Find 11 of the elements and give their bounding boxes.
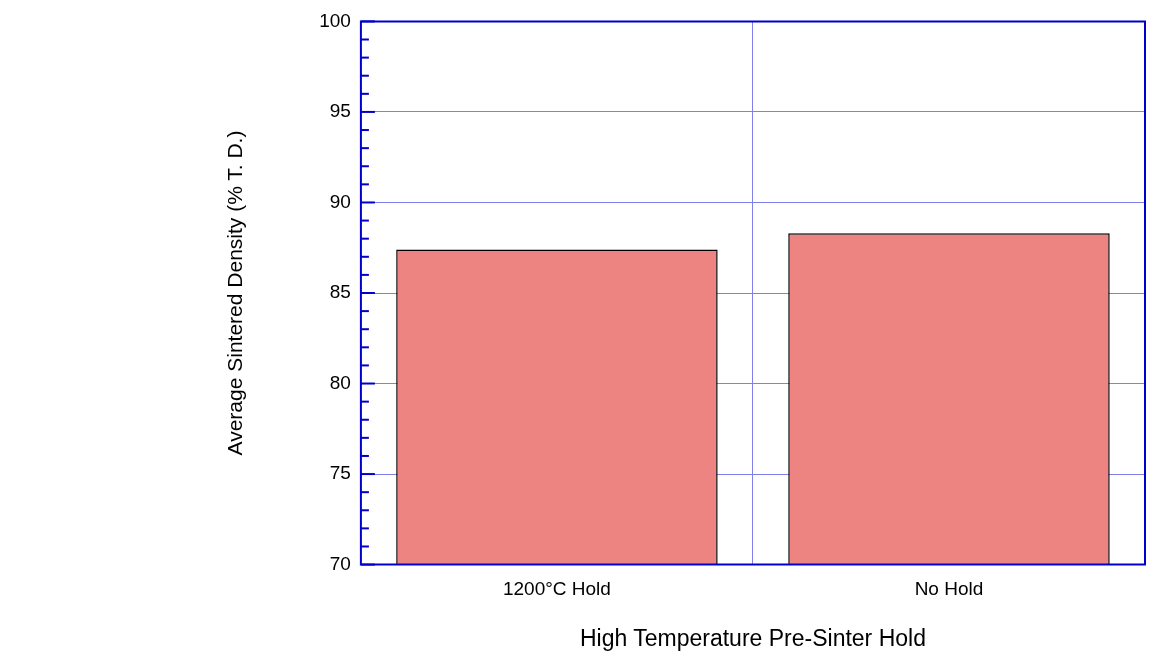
x-tick-label: No Hold: [914, 578, 984, 600]
y-tick-label: 70: [329, 552, 351, 574]
y-axis-title: Average Sintered Density (% T. D.): [223, 130, 247, 456]
y-tick-label: 85: [329, 281, 351, 303]
x-tick-label: 1200°C Hold: [502, 578, 611, 600]
y-tick-label: 75: [329, 462, 351, 484]
y-tick-label: 95: [329, 100, 351, 122]
y-tick-label: 100: [319, 9, 351, 31]
x-axis-title: High Temperature Pre-Sinter Hold: [579, 624, 926, 651]
y-tick-label: 80: [329, 371, 351, 393]
y-tick-label: 90: [329, 190, 351, 212]
